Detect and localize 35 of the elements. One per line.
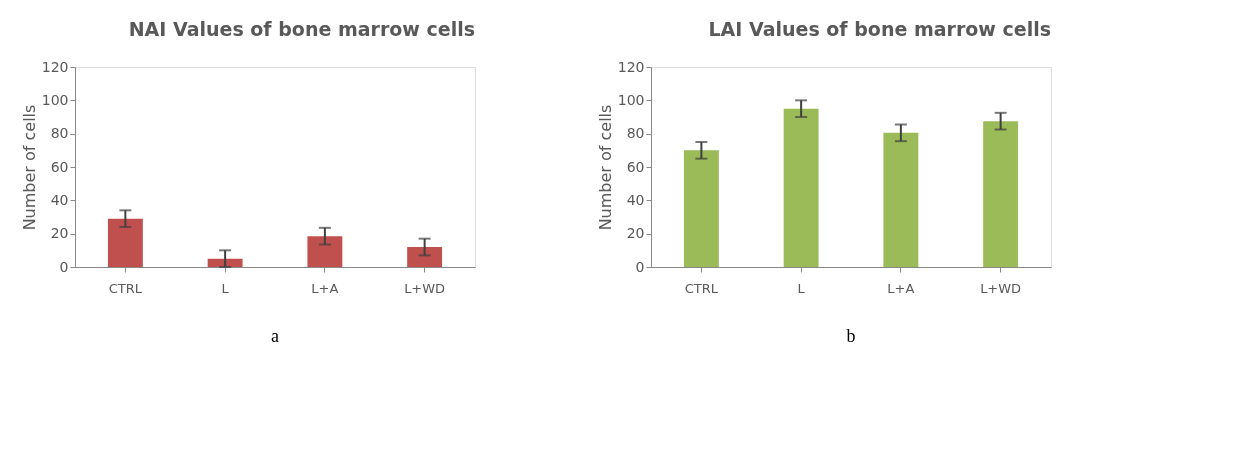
chart-title: LAI Values of bone marrow cells bbox=[708, 18, 1051, 40]
x-tick-label: L+WD bbox=[980, 280, 1022, 296]
y-tick-label: 0 bbox=[635, 258, 645, 275]
y-tick-label: 60 bbox=[626, 158, 645, 175]
bar bbox=[107, 218, 143, 267]
x-tick-label: L bbox=[797, 280, 806, 296]
y-axis-title: Number of cells bbox=[19, 104, 39, 231]
x-tick-label: L+WD bbox=[404, 280, 446, 296]
chart-title: NAI Values of bone marrow cells bbox=[128, 18, 475, 40]
y-tick-label: 100 bbox=[617, 91, 645, 108]
x-tick-label: L+A bbox=[887, 280, 915, 296]
x-tick-label: CTRL bbox=[108, 280, 143, 296]
y-tick-label: 80 bbox=[50, 125, 69, 142]
y-tick-label: 40 bbox=[626, 191, 645, 208]
bar bbox=[883, 132, 919, 267]
y-tick-label: 100 bbox=[41, 91, 69, 108]
x-tick-label: CTRL bbox=[684, 280, 719, 296]
bar bbox=[983, 121, 1019, 267]
bar bbox=[407, 247, 443, 267]
y-tick-label: 20 bbox=[626, 225, 645, 242]
bar bbox=[683, 150, 719, 267]
text: b bbox=[846, 326, 856, 346]
y-tick-label: 40 bbox=[50, 191, 69, 208]
x-tick-label: L bbox=[221, 280, 230, 296]
y-tick-label: 20 bbox=[50, 225, 69, 242]
y-tick-label: 60 bbox=[50, 158, 69, 175]
y-axis-title: Number of cells bbox=[595, 104, 615, 231]
y-tick-label: 0 bbox=[59, 258, 69, 275]
x-tick-label: L+A bbox=[311, 280, 339, 296]
y-tick-label: 120 bbox=[617, 58, 645, 75]
bar bbox=[307, 236, 343, 267]
text: a bbox=[271, 326, 279, 346]
y-tick-label: 80 bbox=[626, 125, 645, 142]
bar bbox=[783, 108, 819, 267]
y-tick-label: 120 bbox=[41, 58, 69, 75]
